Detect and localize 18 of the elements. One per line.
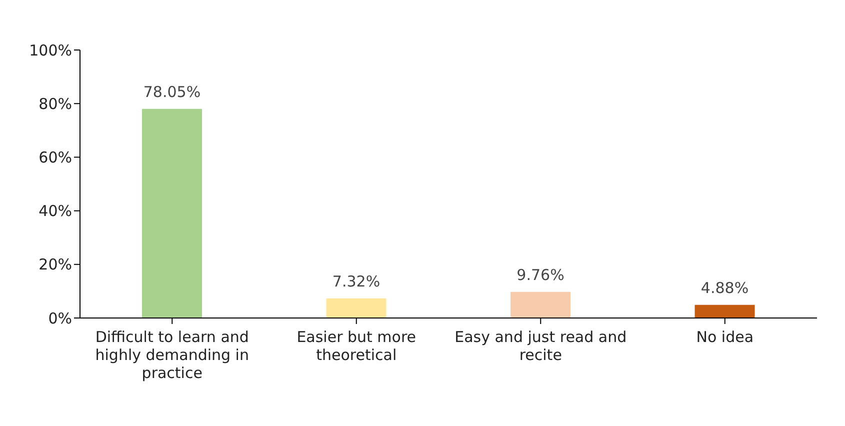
data-label: 4.88% xyxy=(700,278,749,297)
x-tick-label: Easy and just read and recite xyxy=(454,328,627,364)
x-tick-label: Difficult to learn and highly demanding in practice xyxy=(95,328,249,382)
y-tick-label: 0% xyxy=(48,309,72,328)
y-tick-label: 80% xyxy=(38,94,72,113)
x-tick-label: No idea xyxy=(696,328,754,346)
bar xyxy=(510,292,570,318)
y-tick-label: 100% xyxy=(29,41,72,60)
data-label: 7.32% xyxy=(332,272,380,290)
bar xyxy=(326,298,386,318)
bar xyxy=(142,108,202,318)
bar xyxy=(694,304,755,318)
data-label: 9.76% xyxy=(516,266,564,284)
y-tick-label: 60% xyxy=(38,148,72,167)
y-tick-label: 20% xyxy=(38,256,72,274)
x-tick-label: Easier but more theoretical xyxy=(296,328,416,364)
data-label: 78.05% xyxy=(143,82,201,101)
y-tick-label: 40% xyxy=(38,202,72,220)
